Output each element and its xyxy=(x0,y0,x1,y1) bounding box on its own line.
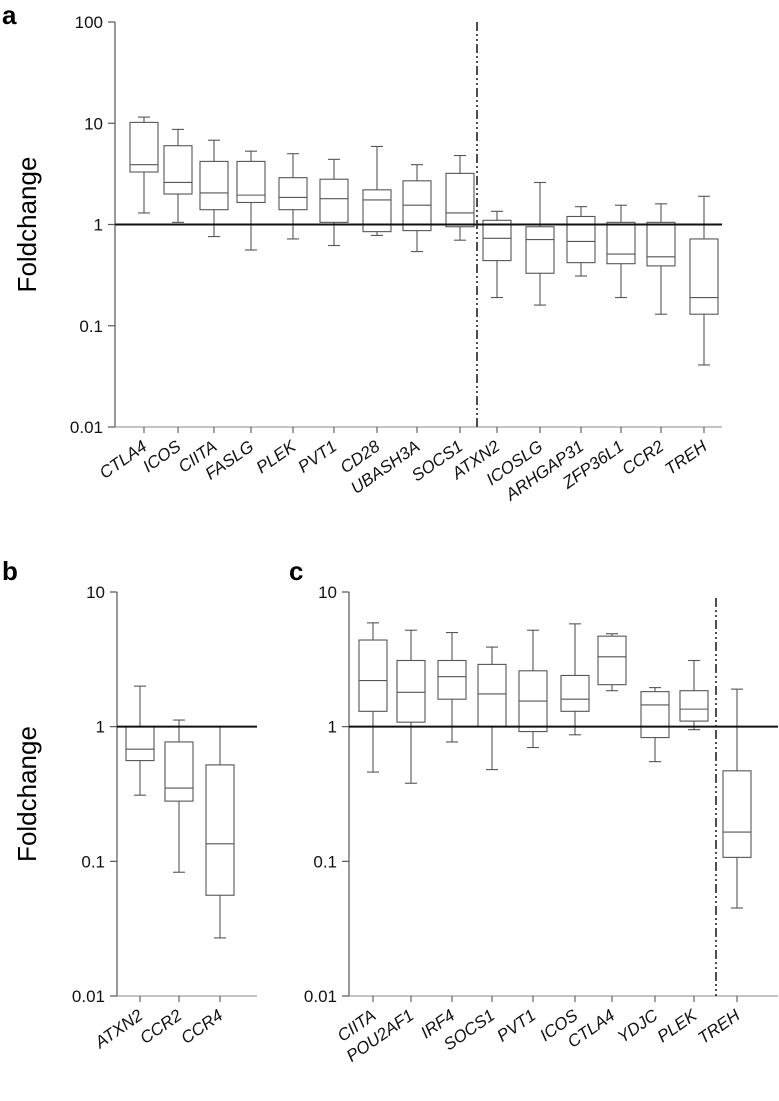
panel-label: a xyxy=(2,0,17,30)
category-label: ATXN2 xyxy=(91,1005,147,1052)
iqr-box xyxy=(205,764,235,896)
category-label: PVT1 xyxy=(494,1006,540,1046)
box-ciita xyxy=(199,139,229,238)
box-cd28 xyxy=(362,145,392,236)
iqr-box xyxy=(319,178,349,223)
iqr-box xyxy=(560,674,590,712)
category-label: CCR2 xyxy=(618,436,667,478)
panel-label: b xyxy=(2,556,18,586)
iqr-box xyxy=(199,160,229,211)
category-label: YDJC xyxy=(614,1005,662,1046)
y-tick-label: 10 xyxy=(86,583,105,602)
box-ydjc xyxy=(640,687,670,763)
y-tick-label: 0.01 xyxy=(304,987,337,1006)
iqr-box xyxy=(396,659,426,723)
box-icoslg xyxy=(525,181,555,306)
iqr-box xyxy=(606,221,636,265)
box-atxn2 xyxy=(125,685,155,796)
box-arhgap31 xyxy=(566,206,596,277)
category-label: ICOS xyxy=(139,436,184,476)
iqr-box xyxy=(482,219,512,262)
y-tick-label: 1 xyxy=(96,718,105,737)
box-socs1 xyxy=(445,154,475,241)
iqr-box xyxy=(445,172,475,228)
y-tick-label: 1 xyxy=(94,216,103,235)
box-ciita xyxy=(358,622,388,773)
iqr-box xyxy=(358,639,388,712)
y-tick-label: 10 xyxy=(318,583,337,602)
category-label: PVT1 xyxy=(295,437,341,477)
iqr-box xyxy=(477,663,507,728)
y-tick-label: 10 xyxy=(84,114,103,133)
iqr-box xyxy=(640,691,670,739)
box-ccr4 xyxy=(205,726,235,939)
iqr-box xyxy=(163,145,193,195)
y-tick-label: 100 xyxy=(75,13,103,32)
box-ubash3a xyxy=(402,164,432,253)
iqr-box xyxy=(236,160,266,204)
box-plek xyxy=(679,659,709,731)
y-tick-label: 0.1 xyxy=(81,852,105,871)
y-tick-label: 0.1 xyxy=(79,317,103,336)
y-tick-label: 0.01 xyxy=(70,418,103,437)
iqr-box xyxy=(597,635,627,686)
box-atxn2 xyxy=(482,210,512,299)
category-label: CCR2 xyxy=(136,1005,185,1047)
iqr-box xyxy=(722,770,752,858)
category-label: PLEK xyxy=(654,1005,701,1046)
chart-panel-a: aFoldchange0.010.1110100CTLA4ICOSCIITAFA… xyxy=(2,0,722,505)
y-tick-label: 0.1 xyxy=(313,852,337,871)
box-plek xyxy=(278,153,308,240)
box-pvt1 xyxy=(518,629,548,749)
box-ccr2 xyxy=(164,719,194,873)
box-pou2af1 xyxy=(396,629,426,784)
iqr-box xyxy=(278,177,308,211)
box-faslg xyxy=(236,150,266,251)
category-label: PLEK xyxy=(253,436,300,477)
box-treh xyxy=(689,195,719,366)
box-treh xyxy=(722,688,752,909)
box-zfp36l1 xyxy=(606,204,636,299)
iqr-box xyxy=(566,215,596,264)
box-ctla4 xyxy=(597,633,627,692)
box-socs1 xyxy=(477,646,507,771)
y-tick-label: 0.01 xyxy=(72,987,105,1006)
iqr-box xyxy=(689,238,719,315)
category-label: TREH xyxy=(661,436,710,479)
iqr-box xyxy=(129,121,159,173)
panel-label: c xyxy=(289,556,303,586)
iqr-box xyxy=(437,659,467,700)
y-axis-title: Foldchange xyxy=(12,157,42,293)
iqr-box xyxy=(646,221,676,267)
y-axis-title: Foldchange xyxy=(12,726,42,862)
y-tick-label: 1 xyxy=(328,718,337,737)
iqr-box xyxy=(164,741,194,802)
iqr-box xyxy=(125,726,155,762)
box-icos xyxy=(560,623,590,736)
iqr-box xyxy=(679,690,709,722)
box-irf4 xyxy=(437,631,467,743)
box-pvt1 xyxy=(319,158,349,247)
category-label: TREH xyxy=(694,1005,743,1048)
category-label: CCR4 xyxy=(177,1006,226,1048)
box-ctla4 xyxy=(129,116,159,214)
box-icos xyxy=(163,128,193,223)
iqr-box xyxy=(525,226,555,274)
box-ccr2 xyxy=(646,203,676,315)
